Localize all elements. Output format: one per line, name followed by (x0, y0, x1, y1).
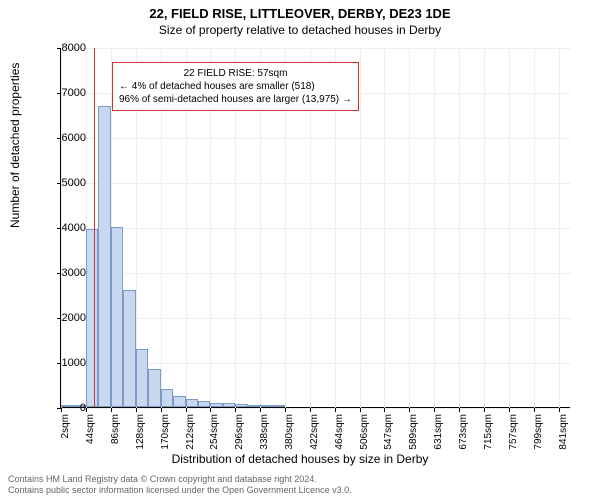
xtick-mark (534, 408, 535, 412)
ytick-label: 7000 (62, 87, 86, 99)
histogram-bar (111, 227, 123, 407)
histogram-bar (260, 405, 272, 407)
histogram-bar (86, 229, 98, 407)
footer-attribution: Contains HM Land Registry data © Crown c… (8, 474, 352, 496)
gridline-v (384, 48, 385, 408)
histogram-bar (186, 399, 198, 407)
xtick-mark (459, 408, 460, 412)
xtick-mark (360, 408, 361, 412)
gridline-h (61, 138, 571, 139)
xtick-label: 506sqm (359, 414, 370, 450)
page-title: 22, FIELD RISE, LITTLEOVER, DERBY, DE23 … (0, 0, 600, 21)
xtick-label: 422sqm (309, 414, 320, 450)
y-axis-label: Number of detached properties (8, 63, 22, 228)
histogram-bar (235, 404, 247, 407)
xtick-mark (509, 408, 510, 412)
gridline-h (61, 183, 571, 184)
xtick-label: 589sqm (408, 414, 419, 450)
annotation-box: 22 FIELD RISE: 57sqm← 4% of detached hou… (112, 62, 359, 111)
xtick-label: 715sqm (483, 414, 494, 450)
histogram-bar (148, 369, 160, 407)
xtick-mark (260, 408, 261, 412)
xtick-label: 128sqm (135, 414, 146, 450)
histogram-bar (248, 405, 260, 407)
xtick-label: 547sqm (383, 414, 394, 450)
xtick-label: 44sqm (85, 414, 96, 444)
gridline-v (434, 48, 435, 408)
histogram-bar (136, 349, 148, 408)
footer-line-2: Contains public sector information licen… (8, 485, 352, 496)
gridline-h (61, 408, 571, 409)
page-subtitle: Size of property relative to detached ho… (0, 21, 600, 37)
xtick-mark (161, 408, 162, 412)
ytick-label: 2000 (62, 312, 86, 324)
ytick-label: 5000 (62, 177, 86, 189)
gridline-h (61, 48, 571, 49)
annotation-line1: 22 FIELD RISE: 57sqm (119, 67, 352, 80)
xtick-mark (335, 408, 336, 412)
ytick-label: 4000 (62, 222, 86, 234)
xtick-label: 86sqm (110, 414, 121, 444)
xtick-label: 380sqm (284, 414, 295, 450)
xtick-label: 212sqm (185, 414, 196, 450)
xtick-mark (310, 408, 311, 412)
gridline-h (61, 228, 571, 229)
gridline-v (534, 48, 535, 408)
gridline-h (61, 273, 571, 274)
xtick-label: 799sqm (533, 414, 544, 450)
xtick-label: 673sqm (458, 414, 469, 450)
xtick-label: 254sqm (209, 414, 220, 450)
xtick-mark (285, 408, 286, 412)
annotation-line2: ← 4% of detached houses are smaller (518… (119, 80, 352, 93)
histogram-bar (273, 405, 285, 407)
histogram-bar (98, 106, 110, 408)
chart-area: 22 FIELD RISE: 57sqm← 4% of detached hou… (60, 48, 570, 408)
property-marker-line (94, 48, 95, 407)
xtick-label: 338sqm (259, 414, 270, 450)
gridline-v (484, 48, 485, 408)
gridline-v (409, 48, 410, 408)
xtick-label: 296sqm (234, 414, 245, 450)
gridline-v (360, 48, 361, 408)
xtick-mark (384, 408, 385, 412)
histogram-plot: 22 FIELD RISE: 57sqm← 4% of detached hou… (60, 48, 570, 408)
histogram-bar (210, 403, 222, 408)
xtick-label: 464sqm (334, 414, 345, 450)
xtick-mark (559, 408, 560, 412)
ytick-label: 3000 (62, 267, 86, 279)
xtick-label: 631sqm (433, 414, 444, 450)
xtick-mark (235, 408, 236, 412)
xtick-mark (186, 408, 187, 412)
xtick-label: 2sqm (60, 414, 71, 438)
ytick-label: 0 (80, 402, 86, 414)
xtick-label: 841sqm (558, 414, 569, 450)
gridline-h (61, 318, 571, 319)
xtick-label: 757sqm (508, 414, 519, 450)
ytick-label: 6000 (62, 132, 86, 144)
histogram-bar (173, 396, 185, 407)
xtick-mark (210, 408, 211, 412)
gridline-v (509, 48, 510, 408)
gridline-v (459, 48, 460, 408)
xtick-mark (61, 408, 62, 412)
xtick-mark (484, 408, 485, 412)
xtick-mark (409, 408, 410, 412)
ytick-label: 8000 (62, 42, 86, 54)
histogram-bar (198, 401, 210, 407)
histogram-bar (161, 389, 173, 407)
xtick-label: 170sqm (160, 414, 171, 450)
xtick-mark (434, 408, 435, 412)
gridline-v (559, 48, 560, 408)
xtick-mark (111, 408, 112, 412)
histogram-bar (223, 403, 235, 407)
footer-line-1: Contains HM Land Registry data © Crown c… (8, 474, 352, 485)
xtick-mark (86, 408, 87, 412)
annotation-line3: 96% of semi-detached houses are larger (… (119, 93, 352, 106)
ytick-label: 1000 (62, 357, 86, 369)
histogram-bar (123, 290, 135, 407)
xtick-mark (136, 408, 137, 412)
x-axis-label: Distribution of detached houses by size … (0, 452, 600, 466)
